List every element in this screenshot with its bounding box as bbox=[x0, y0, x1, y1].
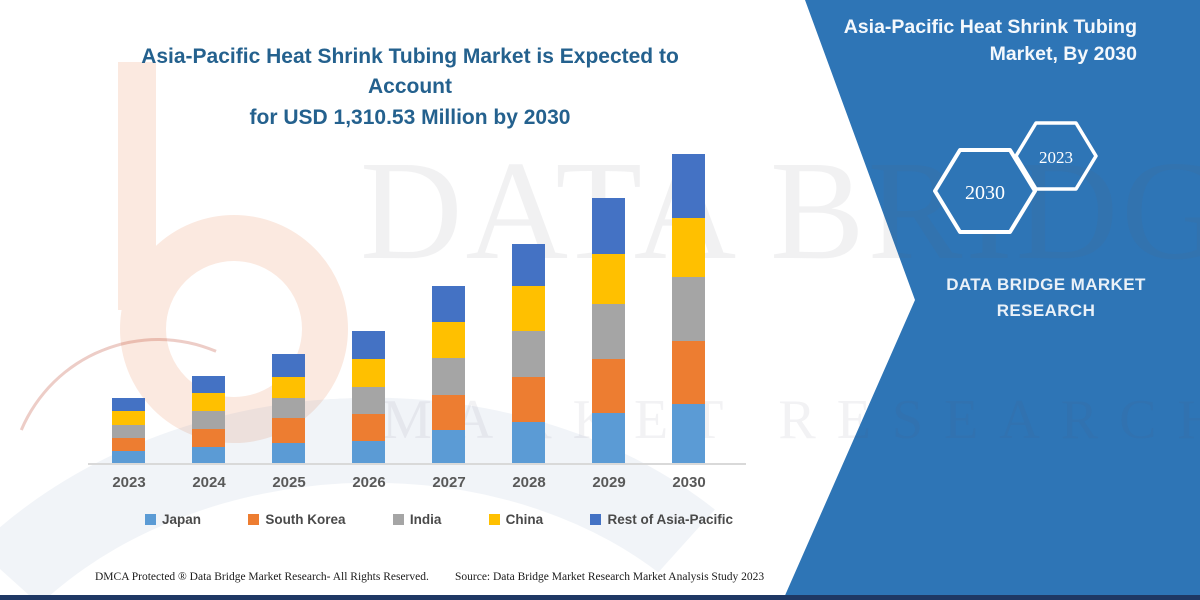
bar-2030-segment-south-korea bbox=[672, 341, 705, 404]
bar-2026 bbox=[352, 331, 385, 463]
bar-2025-segment-india bbox=[272, 398, 305, 418]
bar-2026-segment-india bbox=[352, 387, 385, 415]
bar-2027-segment-rest-of-asia-pacific bbox=[432, 286, 465, 323]
x-axis-label-2024: 2024 bbox=[192, 474, 226, 491]
bar-2029-segment-india bbox=[592, 303, 625, 359]
copyright-text: DMCA Protected ® Data Bridge Market Rese… bbox=[95, 571, 429, 583]
bar-2025-segment-china bbox=[272, 377, 305, 398]
legend-swatch-japan bbox=[145, 514, 156, 525]
bar-2024-segment-rest-of-asia-pacific bbox=[192, 376, 225, 393]
bar-2026-segment-south-korea bbox=[352, 414, 385, 441]
legend-swatch-india bbox=[392, 514, 404, 525]
x-axis-line bbox=[88, 463, 746, 465]
bar-2028 bbox=[512, 243, 545, 463]
year-hexagons-graphic: 2023 2030 bbox=[933, 121, 1098, 234]
x-axis-label-2023: 2023 bbox=[112, 474, 146, 491]
x-axis-label-2030: 2030 bbox=[672, 474, 706, 491]
hexagon-2030-label: 2030 bbox=[965, 182, 1005, 204]
chart-legend: Japan South Korea India China Rest of Asia-P… bbox=[145, 512, 733, 527]
legend-label-south-korea: South Korea bbox=[265, 512, 346, 527]
x-axis-label-2026: 2026 bbox=[352, 474, 386, 491]
bar-2029-segment-rest-of-asia-pacific bbox=[592, 198, 625, 254]
bar-2026-segment-rest-of-asia-pacific bbox=[352, 331, 385, 359]
bar-2029 bbox=[592, 198, 625, 463]
bar-2023-segment-rest-of-asia-pacific bbox=[112, 397, 145, 412]
legend-label-japan: Japan bbox=[162, 512, 202, 527]
bar-2024-segment-india bbox=[192, 410, 225, 430]
bar-2025-segment-rest-of-asia-pacific bbox=[272, 353, 305, 378]
bar-2029-segment-japan bbox=[592, 413, 625, 463]
hexagon-2030 bbox=[933, 148, 1037, 234]
bar-2027-segment-south-korea bbox=[432, 394, 465, 430]
bar-2028-segment-japan bbox=[512, 422, 545, 463]
bar-2025 bbox=[272, 353, 305, 463]
page-title: Asia-Pacific Heat Shrink Tubing Market i… bbox=[120, 42, 700, 133]
x-axis-label-2025: 2025 bbox=[272, 474, 306, 491]
legend-label-india: India bbox=[409, 512, 442, 527]
bar-2024-segment-south-korea bbox=[192, 429, 225, 447]
legend-item-japan: Japan bbox=[145, 512, 201, 527]
bar-2027-segment-india bbox=[432, 357, 465, 395]
bar-2030 bbox=[672, 154, 705, 463]
bar-2028-segment-india bbox=[512, 331, 545, 377]
x-axis-label-2027: 2027 bbox=[432, 474, 466, 491]
bar-2028-segment-south-korea bbox=[512, 377, 545, 422]
bar-2028-segment-china bbox=[512, 286, 545, 332]
bar-2023-segment-india bbox=[112, 424, 145, 438]
legend-swatch-china bbox=[488, 514, 500, 525]
bar-2029-segment-south-korea bbox=[592, 358, 625, 414]
bar-2030-segment-china bbox=[672, 217, 705, 278]
brand-name-line1: DATA BRIDGE MARKET bbox=[946, 275, 1146, 294]
brand-name-line2: RESEARCH bbox=[996, 301, 1096, 321]
bar-2026-segment-china bbox=[352, 358, 385, 388]
legend-label-china: China bbox=[505, 512, 544, 527]
bar-2023-segment-south-korea bbox=[112, 437, 145, 452]
bar-2027 bbox=[432, 286, 465, 463]
legend-item-rest-of-asia-pacific: Rest of Asia-Pacific bbox=[590, 512, 733, 527]
x-axis-label-2029: 2029 bbox=[592, 474, 626, 491]
bar-2023 bbox=[112, 397, 145, 463]
bar-2030-segment-india bbox=[672, 277, 705, 342]
legend-swatch-rest-of-asia-pacific bbox=[590, 514, 602, 525]
bar-2024-segment-china bbox=[192, 392, 225, 411]
brand-name: DATA BRIDGE MARKET RESEARCH bbox=[930, 272, 1162, 325]
legend-swatch-south-korea bbox=[248, 514, 260, 525]
x-axis-label-2028: 2028 bbox=[512, 474, 546, 491]
bar-2023-segment-japan bbox=[112, 451, 145, 463]
legend-item-india: India bbox=[392, 512, 442, 527]
page-title-line1: Asia-Pacific Heat Shrink Tubing Market i… bbox=[141, 45, 679, 99]
hexagon-2023-label: 2023 bbox=[1039, 148, 1073, 167]
bar-2027-segment-japan bbox=[432, 429, 465, 463]
bottom-accent-strip bbox=[0, 595, 1200, 600]
bar-2025-segment-japan bbox=[272, 443, 305, 463]
bar-2030-segment-japan bbox=[672, 403, 705, 463]
bar-2030-segment-rest-of-asia-pacific bbox=[672, 154, 705, 218]
side-panel-title: Asia-Pacific Heat Shrink Tubing Market, … bbox=[843, 16, 1137, 65]
bar-2024 bbox=[192, 376, 225, 463]
bar-2023-segment-china bbox=[112, 411, 145, 425]
source-text: Source: Data Bridge Market Research Mark… bbox=[455, 571, 765, 583]
bar-2026-segment-japan bbox=[352, 440, 385, 463]
bar-2025-segment-south-korea bbox=[272, 418, 305, 443]
legend-label-rest-of-asia-pacific: Rest of Asia-Pacific bbox=[607, 512, 733, 527]
bar-2027-segment-china bbox=[432, 322, 465, 358]
legend-item-china: China bbox=[488, 512, 544, 527]
bar-2028-segment-rest-of-asia-pacific bbox=[512, 243, 545, 287]
bar-2024-segment-japan bbox=[192, 447, 225, 463]
page-title-line2: for USD 1,310.53 Million by 2030 bbox=[249, 105, 571, 129]
bar-2029-segment-china bbox=[592, 253, 625, 304]
legend-item-south-korea: South Korea bbox=[248, 512, 346, 527]
